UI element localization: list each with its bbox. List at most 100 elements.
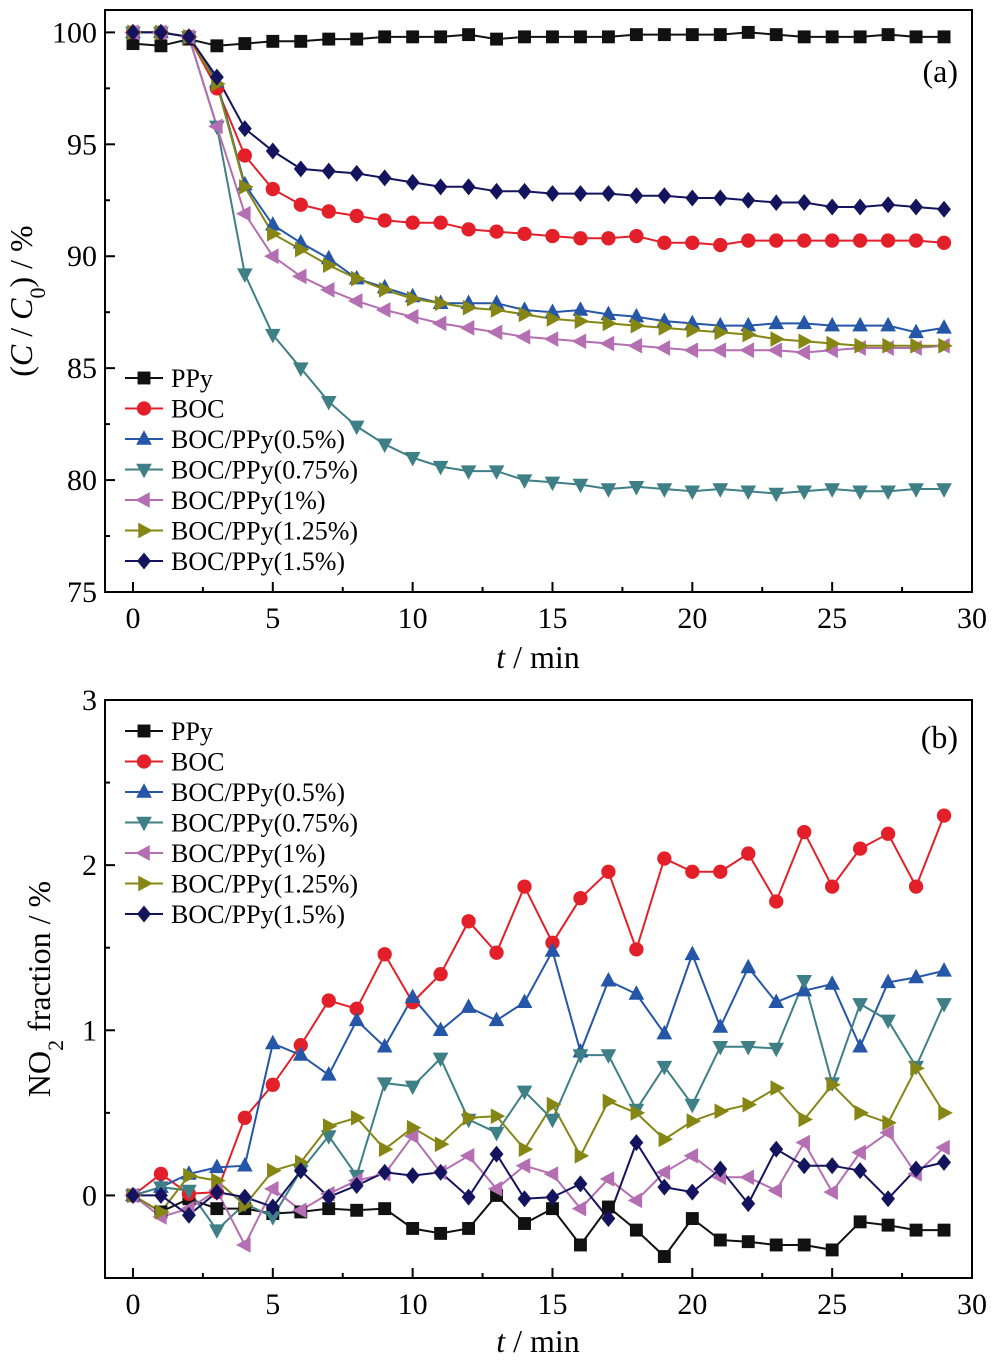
- data-point-ppy: [574, 1238, 587, 1252]
- data-point-boc-ppy-1-5: [433, 1163, 448, 1181]
- data-point-boc-ppy-1-5: [293, 160, 308, 178]
- data-point-boc-ppy-1: [515, 1157, 531, 1174]
- legend-item-boc-ppy-1-25: BOC/PPy(1.25%): [125, 870, 358, 899]
- data-point-boc: [769, 894, 784, 909]
- legend-marker-boc-ppy-1-5: [137, 552, 151, 570]
- data-point-boc-ppy-0-5: [488, 1011, 505, 1027]
- data-point-ppy: [713, 28, 727, 42]
- data-point-boc-ppy-1-5: [126, 1186, 140, 1204]
- data-point-boc: [545, 228, 560, 244]
- data-point-boc: [433, 966, 448, 982]
- panel-a-chart: 0 5 10 15 20 25 30 75 80 85 90 95 100 (a) t / min (C…: [3, 9, 987, 675]
- y-tick-label: 0: [82, 1179, 97, 1212]
- x-tick-label: 0: [125, 602, 140, 635]
- data-point-ppy: [713, 1233, 727, 1247]
- data-point-boc-ppy-1-5: [545, 1188, 560, 1206]
- data-point-boc-ppy-1-25: [546, 311, 562, 327]
- data-point-boc-ppy-1: [208, 118, 223, 135]
- data-point-boc-ppy-1: [823, 1184, 838, 1200]
- data-point-boc-ppy-0-75: [824, 483, 840, 498]
- data-point-ppy: [769, 28, 783, 42]
- data-point-ppy: [853, 1215, 867, 1229]
- y-tick-label: 90: [67, 240, 97, 273]
- data-point-boc-ppy-0-75: [880, 1014, 896, 1030]
- data-point-boc-ppy-1-5: [293, 1162, 308, 1180]
- x-tick-label: 5: [265, 1288, 280, 1321]
- data-point-boc-ppy-1-5: [937, 1153, 951, 1171]
- data-point-boc-ppy-1-5: [741, 1195, 756, 1213]
- data-point-boc-ppy-1-5: [265, 1198, 280, 1216]
- data-point-boc-ppy-1-5: [349, 164, 364, 182]
- data-point-boc-ppy-1-5: [741, 191, 756, 209]
- panel-a-tick-labels: 0 5 10 15 20 25 30 75 80 85 90 95 100: [52, 16, 987, 635]
- panel-b-label: (b): [921, 719, 958, 755]
- data-point-boc-ppy-0-5: [264, 1034, 281, 1050]
- legend-marker-boc-ppy-1-5: [137, 905, 151, 923]
- data-point-boc-ppy-1-25: [322, 1118, 338, 1134]
- data-point-boc-ppy-1-5: [517, 182, 532, 200]
- data-point-ppy: [378, 30, 392, 44]
- data-point-boc: [489, 224, 504, 239]
- data-point-boc-ppy-1-5: [489, 182, 504, 200]
- data-point-boc-ppy-1: [264, 248, 279, 265]
- data-point-boc-ppy-0-75: [796, 485, 813, 501]
- legend-label-boc-ppy-0-5: BOC/PPy(0.5%): [171, 778, 345, 807]
- panel-b-plot-frame: [104, 699, 973, 1279]
- data-point-boc-ppy-1-25: [658, 320, 674, 336]
- data-point-boc-ppy-0-75: [209, 1224, 225, 1239]
- legend-label-boc: BOC: [171, 395, 224, 424]
- legend-label-boc-ppy-1-5: BOC/PPy(1.5%): [171, 900, 345, 929]
- data-point-boc-ppy-1-5: [657, 187, 672, 205]
- data-point-boc-ppy-1-25: [406, 290, 422, 307]
- data-point-boc-ppy-0-5: [908, 323, 924, 339]
- legend-marker-ppy: [137, 724, 151, 738]
- data-point-boc-ppy-0-75: [432, 460, 449, 476]
- legend-label-boc-ppy-0-75: BOC/PPy(0.75%): [171, 456, 358, 485]
- data-point-boc-ppy-1: [543, 331, 559, 347]
- data-point-boc-ppy-1: [935, 1139, 950, 1156]
- data-point-boc-ppy-1-25: [267, 226, 282, 242]
- data-point-ppy: [434, 30, 448, 44]
- data-point-boc: [825, 233, 840, 248]
- legend-label-boc: BOC: [171, 748, 224, 777]
- panel-a-plot-frame: [104, 9, 973, 593]
- legend-marker-boc-ppy-0-5: [136, 783, 152, 798]
- legend-marker-boc-ppy-1-25: [138, 522, 153, 539]
- data-point-ppy: [853, 30, 867, 44]
- data-point-boc-ppy-1-25: [742, 326, 758, 343]
- panel-b-ticks: [105, 699, 973, 1278]
- legend-label-boc-ppy-1-5: BOC/PPy(1.5%): [171, 547, 345, 576]
- panel-b-legend: PPyBOCBOC/PPy(0.5%)BOC/PPy(0.75%)BOC/PPy…: [125, 717, 358, 929]
- legend-marker-boc-ppy-0-75: [136, 463, 152, 479]
- x-tick-label: 20: [677, 602, 707, 635]
- data-point-boc-ppy-0-75: [292, 362, 309, 377]
- legend-item-boc-ppy-1: BOC/PPy(1%): [125, 839, 326, 868]
- data-point-ppy: [657, 1250, 671, 1263]
- legend-marker-boc-ppy-1-25: [138, 875, 153, 892]
- panel-a-label: (a): [922, 53, 958, 89]
- data-point-ppy: [210, 1202, 224, 1216]
- data-point-boc: [685, 235, 700, 250]
- data-point-ppy: [601, 30, 615, 44]
- legend-label-ppy: PPy: [171, 717, 213, 746]
- data-point-boc-ppy-0-75: [264, 328, 281, 344]
- data-point-boc-ppy-0-75: [600, 483, 617, 498]
- data-point-boc-ppy-1: [459, 1147, 475, 1164]
- panel-a-x-axis-title: t / min: [496, 639, 580, 675]
- x-tick-label: 10: [398, 1288, 428, 1321]
- data-point-boc-ppy-1-25: [267, 1162, 282, 1179]
- data-point-boc-ppy-1: [236, 205, 251, 222]
- data-point-boc-ppy-1-5: [629, 1134, 644, 1152]
- data-point-boc-ppy-1: [767, 342, 782, 359]
- data-point-boc-ppy-1: [879, 1124, 894, 1141]
- data-point-boc: [908, 233, 924, 248]
- data-point-boc: [377, 213, 392, 228]
- data-point-boc-ppy-1-25: [183, 1167, 198, 1184]
- data-point-boc: [852, 233, 868, 248]
- data-point-boc-ppy-1-5: [153, 23, 168, 41]
- data-point-boc-ppy-1-5: [601, 1210, 616, 1228]
- series-line-boc-ppy-1: [132, 1131, 945, 1248]
- data-point-boc-ppy-1-5: [349, 1177, 364, 1195]
- series-line-boc-ppy-1-5: [133, 1140, 945, 1221]
- data-point-boc-ppy-1-5: [797, 1157, 812, 1175]
